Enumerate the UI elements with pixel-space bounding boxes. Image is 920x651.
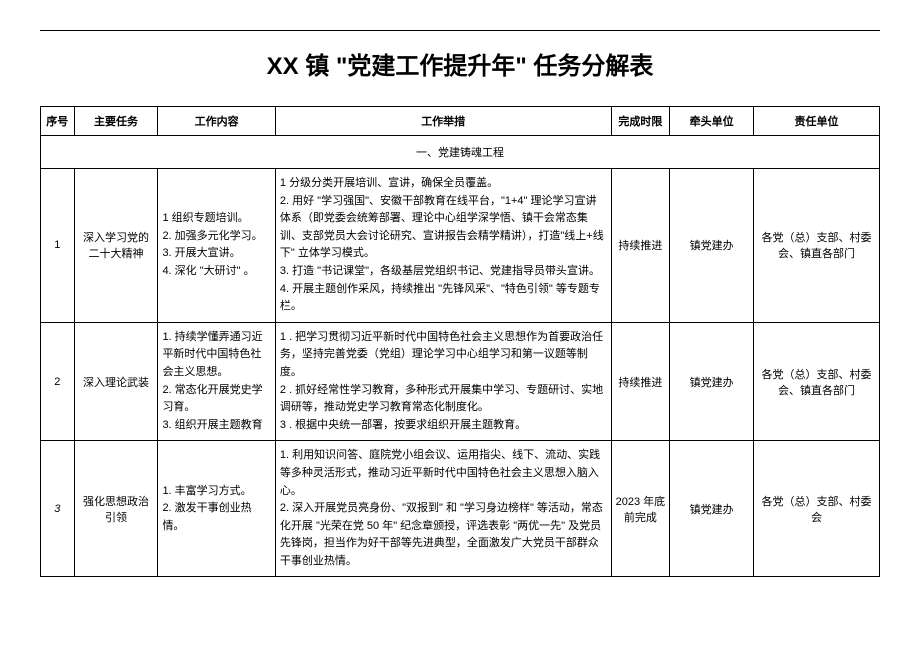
cell-resp: 各党（总）支部、村委会、镇直各部门 [754,322,880,441]
cell-lead: 镇党建办 [670,441,754,577]
cell-task: 强化思想政治引领 [74,441,158,577]
header-task: 主要任务 [74,107,158,136]
cell-seq: 1 [41,169,75,323]
header-content: 工作内容 [158,107,275,136]
cell-resp: 各党（总）支部、村委会 [754,441,880,577]
cell-time: 持续推进 [611,322,670,441]
table-row: 3 强化思想政治引领 1. 丰富学习方式。2. 激发干事创业热情。 1. 利用知… [41,441,880,577]
section-title-1: 一、党建铸魂工程 [41,136,880,169]
header-lead: 牵头单位 [670,107,754,136]
header-seq: 序号 [41,107,75,136]
cell-content: 1 组织专题培训。2. 加强多元化学习。3. 开展大宣讲。4. 深化 "大研讨"… [158,169,275,323]
cell-task: 深入理论武装 [74,322,158,441]
table-row: 2 深入理论武装 1. 持续学懂弄通习近平新时代中国特色社会主义思想。2. 常态… [41,322,880,441]
page-title: XX 镇 "党建工作提升年" 任务分解表 [40,30,880,81]
header-row: 序号 主要任务 工作内容 工作举措 完成时限 牵头单位 责任单位 [41,107,880,136]
cell-measure: 1 . 把学习贯彻习近平新时代中国特色社会主义思想作为首要政治任务，坚持完善党委… [275,322,611,441]
header-time: 完成时限 [611,107,670,136]
cell-task: 深入学习党的二十大精神 [74,169,158,323]
section-row-1: 一、党建铸魂工程 [41,136,880,169]
cell-lead: 镇党建办 [670,169,754,323]
header-measure: 工作举措 [275,107,611,136]
cell-content: 1. 持续学懂弄通习近平新时代中国特色社会主义思想。2. 常态化开展党史学习育。… [158,322,275,441]
cell-resp: 各党（总）支部、村委会、镇直各部门 [754,169,880,323]
header-resp: 责任单位 [754,107,880,136]
task-table: 序号 主要任务 工作内容 工作举措 完成时限 牵头单位 责任单位 一、党建铸魂工… [40,106,880,577]
table-row: 1 深入学习党的二十大精神 1 组织专题培训。2. 加强多元化学习。3. 开展大… [41,169,880,323]
cell-seq: 2 [41,322,75,441]
cell-time: 2023 年底前完成 [611,441,670,577]
cell-measure: 1 分级分类开展培训、宣讲，确保全员覆盖。2. 用好 "学习强国"、安徽干部教育… [275,169,611,323]
cell-seq: 3 [41,441,75,577]
cell-lead: 镇党建办 [670,322,754,441]
cell-content: 1. 丰富学习方式。2. 激发干事创业热情。 [158,441,275,577]
cell-time: 持续推进 [611,169,670,323]
cell-measure: 1. 利用知识问答、庭院党小组会议、运用指尖、线下、流动、实践等多种灵活形式，推… [275,441,611,577]
